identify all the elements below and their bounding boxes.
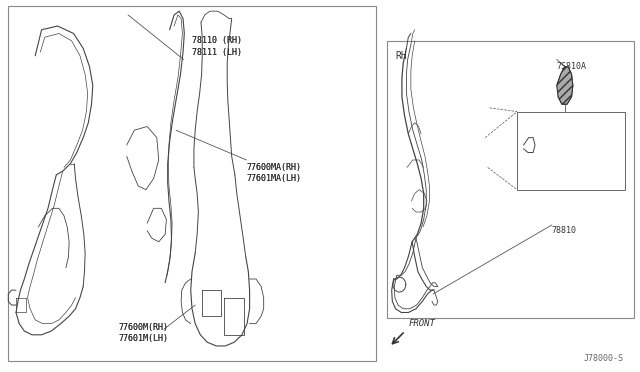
Text: 77600M(RH)
77601M(LH): 77600M(RH) 77601M(LH) <box>118 323 168 343</box>
Text: 78110 (RH)
78111 (LH): 78110 (RH) 78111 (LH) <box>192 36 242 57</box>
Bar <box>517 112 625 190</box>
Bar <box>387 41 634 318</box>
Text: 78815: 78815 <box>525 148 550 157</box>
Text: 78810D: 78810D <box>534 170 564 179</box>
Bar <box>8 6 376 361</box>
Text: 77600M(RH)
77601M(LH): 77600M(RH) 77601M(LH) <box>118 323 168 343</box>
Text: FRONT: FRONT <box>408 319 435 328</box>
Polygon shape <box>557 67 573 104</box>
Text: 7S810A: 7S810A <box>557 62 587 71</box>
Text: J78000-S: J78000-S <box>584 354 624 363</box>
Text: 78810: 78810 <box>552 226 577 235</box>
Text: RH: RH <box>396 51 407 61</box>
Text: 77600MA(RH)
77601MA(LH): 77600MA(RH) 77601MA(LH) <box>246 163 301 183</box>
Text: 78110 (RH)
78111 (LH): 78110 (RH) 78111 (LH) <box>192 36 242 57</box>
Text: 77600MA(RH)
77601MA(LH): 77600MA(RH) 77601MA(LH) <box>246 163 301 183</box>
